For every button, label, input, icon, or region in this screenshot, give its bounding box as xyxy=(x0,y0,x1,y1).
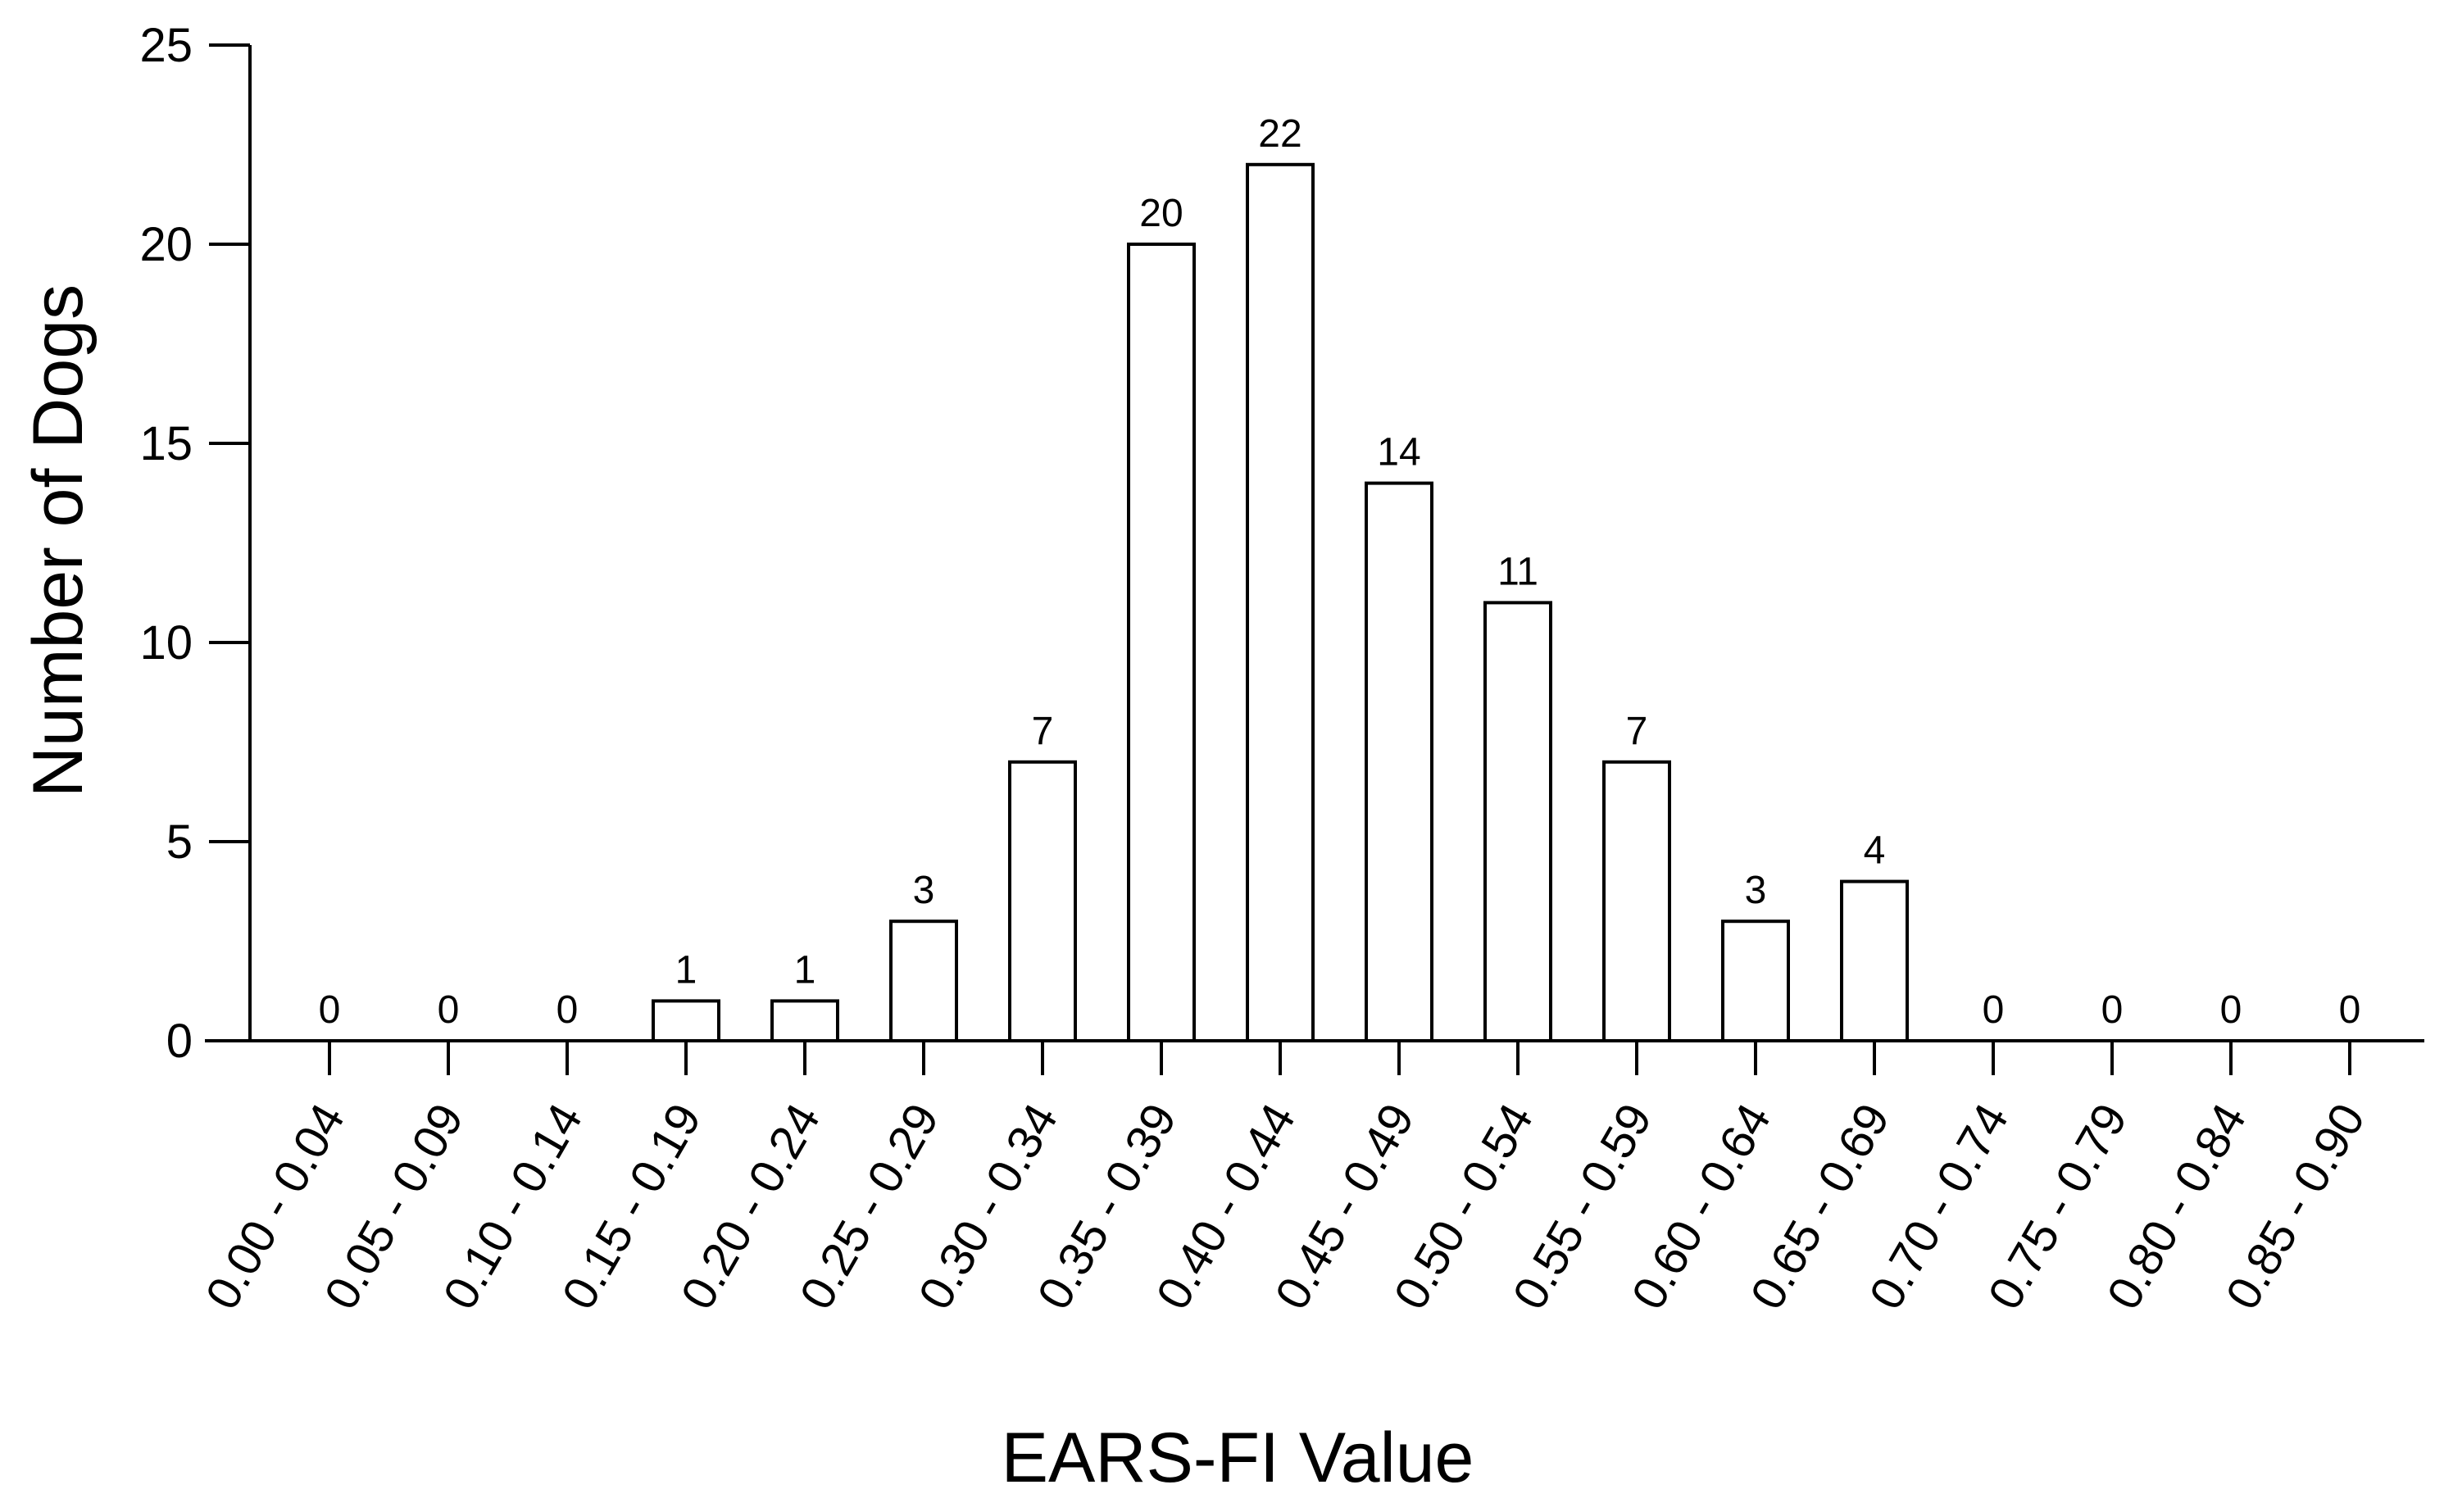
data-label: 1 xyxy=(675,948,697,992)
data-label: 11 xyxy=(1497,550,1538,593)
y-tick-label: 15 xyxy=(139,417,193,470)
bar xyxy=(889,919,958,1042)
data-label: 0 xyxy=(2220,988,2242,1032)
data-label: 14 xyxy=(1377,431,1420,474)
y-axis: 0 5 10 15 20 25 xyxy=(139,19,252,1068)
y-tick-label: 20 xyxy=(139,218,193,271)
data-label: 0 xyxy=(1983,988,2005,1032)
bar xyxy=(1008,760,1077,1042)
data-label: 3 xyxy=(1745,869,1767,912)
data-label: 1 xyxy=(794,948,816,992)
bar xyxy=(1840,879,1909,1042)
y-tick-label: 25 xyxy=(139,19,193,72)
data-label: 0 xyxy=(2101,988,2124,1032)
data-label: 4 xyxy=(1864,829,1886,873)
bars xyxy=(652,162,1909,1043)
data-label: 7 xyxy=(1626,710,1648,753)
bar xyxy=(1483,601,1552,1042)
y-ticks: 0 5 10 15 20 25 xyxy=(139,19,250,1068)
x-axis: 0.00 - 0.040.05 - 0.090.10 - 0.140.15 - … xyxy=(195,1039,2424,1319)
data-label: 0 xyxy=(556,988,579,1032)
data-label: 3 xyxy=(913,869,935,912)
x-axis-title: EARS-FI Value xyxy=(1002,1419,1474,1497)
bar xyxy=(1246,162,1315,1042)
bar xyxy=(770,999,839,1043)
y-axis-title: Number of Dogs xyxy=(19,284,98,797)
x-ticks: 0.00 - 0.040.05 - 0.090.10 - 0.140.15 - … xyxy=(195,1041,2375,1319)
data-label: 7 xyxy=(1032,710,1054,753)
data-label: 0 xyxy=(2339,988,2361,1032)
y-tick-label: 0 xyxy=(166,1015,193,1068)
y-tick-label: 5 xyxy=(166,815,193,869)
bar xyxy=(1721,919,1790,1042)
data-label: 20 xyxy=(1139,192,1183,235)
bar xyxy=(652,999,720,1043)
bar xyxy=(1602,760,1671,1042)
bar xyxy=(1365,481,1433,1042)
data-label: 0 xyxy=(438,988,460,1032)
bar xyxy=(1127,243,1196,1042)
data-label: 22 xyxy=(1258,112,1301,156)
y-tick-label: 10 xyxy=(139,616,193,670)
data-label: 0 xyxy=(319,988,341,1032)
